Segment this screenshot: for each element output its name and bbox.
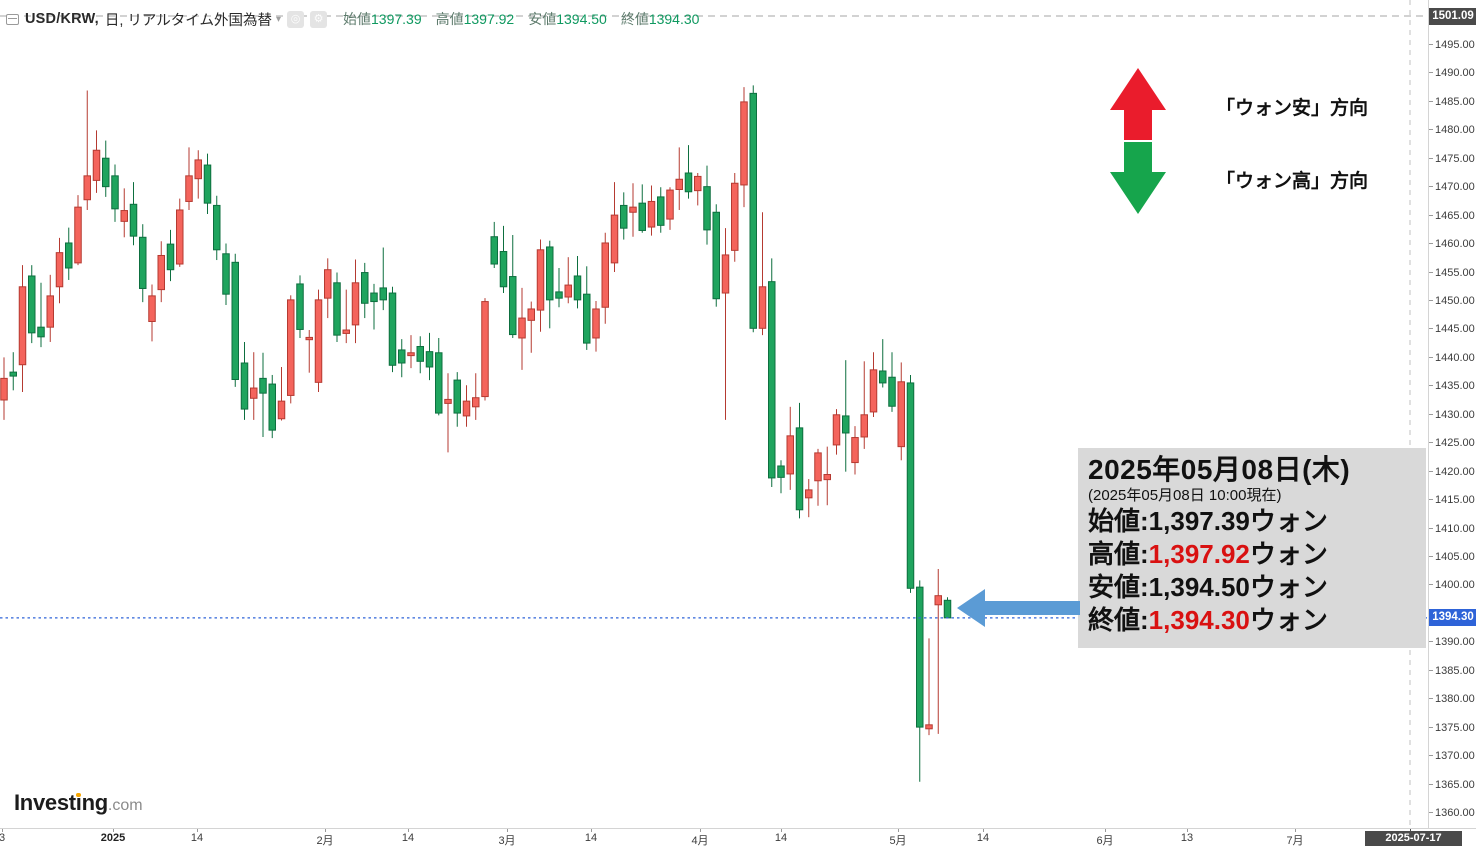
time-tick: 14 (190, 832, 204, 844)
time-tick: 3 (0, 832, 6, 844)
quote-info-box: 2025年05月08日(木) (2025年05月08日 10:00現在) 始値:… (1078, 448, 1426, 648)
logo-orange-dot-i: i (75, 790, 82, 815)
price-tick: 1370.00 (1429, 750, 1476, 762)
time-tick: 4月 (691, 835, 709, 846)
price-tick: 1410.00 (1429, 523, 1476, 535)
info-open-row: 始値:1,397.39ウォン (1088, 506, 1328, 536)
price-tick: 1420.00 (1429, 466, 1476, 478)
time-tick: 5月 (889, 835, 907, 846)
info-asof-subtitle: (2025年05月08日 10:00現在) (1088, 487, 1282, 504)
info-date-title: 2025年05月08日(木) (1088, 454, 1351, 485)
high-value: 1397.92 (463, 11, 515, 27)
candlestick-chart[interactable] (0, 0, 1428, 828)
price-tick: 1485.00 (1429, 96, 1476, 108)
open-value: 1397.39 (371, 11, 422, 27)
up-arrow-icon (1110, 68, 1166, 140)
current-price-badge: 1394.30 (1429, 609, 1476, 627)
time-tick: 2月 (316, 835, 334, 846)
current-candle-pointer-arrow (957, 589, 1080, 627)
price-tick: 1490.00 (1429, 67, 1476, 79)
price-tick: 1475.00 (1429, 153, 1476, 165)
chart-title-bar: USD/KRW, 日, リアルタイム外国為替 ▾ ◎ ⚙ 始値1397.39 高… (6, 8, 699, 30)
price-tick: 1425.00 (1429, 437, 1476, 449)
last-marker-price-badge: 1501.09 (1429, 8, 1476, 25)
low-label: 安値 (528, 11, 557, 27)
interval-feed-label: 日, リアルタイム外国為替 (104, 12, 272, 29)
down-arrow-icon (1110, 142, 1166, 214)
time-tick: 14 (584, 832, 598, 844)
price-tick: 1365.00 (1429, 779, 1476, 791)
price-tick: 1390.00 (1429, 636, 1476, 648)
time-tick: 14 (401, 832, 415, 844)
price-tick: 1480.00 (1429, 124, 1476, 136)
time-tick: 2025 (100, 832, 126, 844)
price-tick: 1445.00 (1429, 323, 1476, 335)
price-tick: 1380.00 (1429, 693, 1476, 705)
info-high-row: 高値:1,397.92ウォン (1088, 539, 1328, 569)
price-tick: 1460.00 (1429, 238, 1476, 250)
investing-logo: Investing.com (14, 790, 143, 815)
won-strong-direction-label: 「ウォン高」方向 (1215, 171, 1368, 192)
price-tick: 1375.00 (1429, 722, 1476, 734)
ohlc-readout: 始値1397.39 高値1397.92 安値1394.50 終値1394.30 (343, 9, 699, 29)
won-direction-arrows (1110, 68, 1166, 214)
price-tick: 1360.00 (1429, 807, 1476, 819)
time-tick: 7月 (1286, 835, 1304, 846)
price-tick: 1440.00 (1429, 352, 1476, 364)
settings-gear-icon[interactable]: ⚙ (310, 10, 327, 28)
time-tick: 6月 (1096, 835, 1114, 846)
time-tick: 14 (774, 832, 788, 844)
price-tick: 1450.00 (1429, 295, 1476, 307)
info-low-row: 安値:1,394.50ウォン (1088, 572, 1328, 602)
crosshair-date-badge: 2025-07-17 (1365, 830, 1462, 846)
price-tick: 1400.00 (1429, 579, 1476, 591)
time-tick: 3月 (498, 835, 516, 846)
time-tick: 13 (1180, 832, 1194, 844)
price-tick: 1470.00 (1429, 181, 1476, 193)
candlestick-type-icon (6, 13, 19, 25)
open-label: 始値 (343, 11, 371, 27)
time-axis[interactable]: 3 2025 14 2月 14 3月 14 4月 14 5月 14 6月 13 7月 2025-07-17 (0, 828, 1476, 846)
close-value: 1394.30 (648, 11, 700, 27)
price-tick: 1455.00 (1429, 267, 1476, 279)
price-tick: 1405.00 (1429, 551, 1476, 563)
snapshot-icon[interactable]: ◎ (287, 10, 304, 28)
price-tick: 1385.00 (1429, 665, 1476, 677)
price-tick: 1495.00 (1429, 39, 1476, 51)
high-label: 高値 (435, 11, 464, 27)
price-axis[interactable]: 1495.00 1490.00 1485.00 1480.00 1475.00 1470.… (1428, 0, 1476, 828)
won-weak-direction-label: 「ウォン安」方向 (1215, 98, 1368, 119)
chevron-down-icon[interactable]: ▾ (275, 13, 281, 25)
price-tick: 1465.00 (1429, 210, 1476, 222)
price-tick: 1430.00 (1429, 409, 1476, 421)
info-close-row: 終値:1,394.30ウォン (1088, 605, 1328, 635)
price-tick: 1415.00 (1429, 494, 1476, 506)
symbol-label: USD/KRW, (25, 11, 99, 27)
time-tick: 14 (976, 832, 990, 844)
price-tick: 1435.00 (1429, 380, 1476, 392)
low-value: 1394.50 (556, 11, 607, 27)
close-label: 終値 (620, 11, 649, 27)
